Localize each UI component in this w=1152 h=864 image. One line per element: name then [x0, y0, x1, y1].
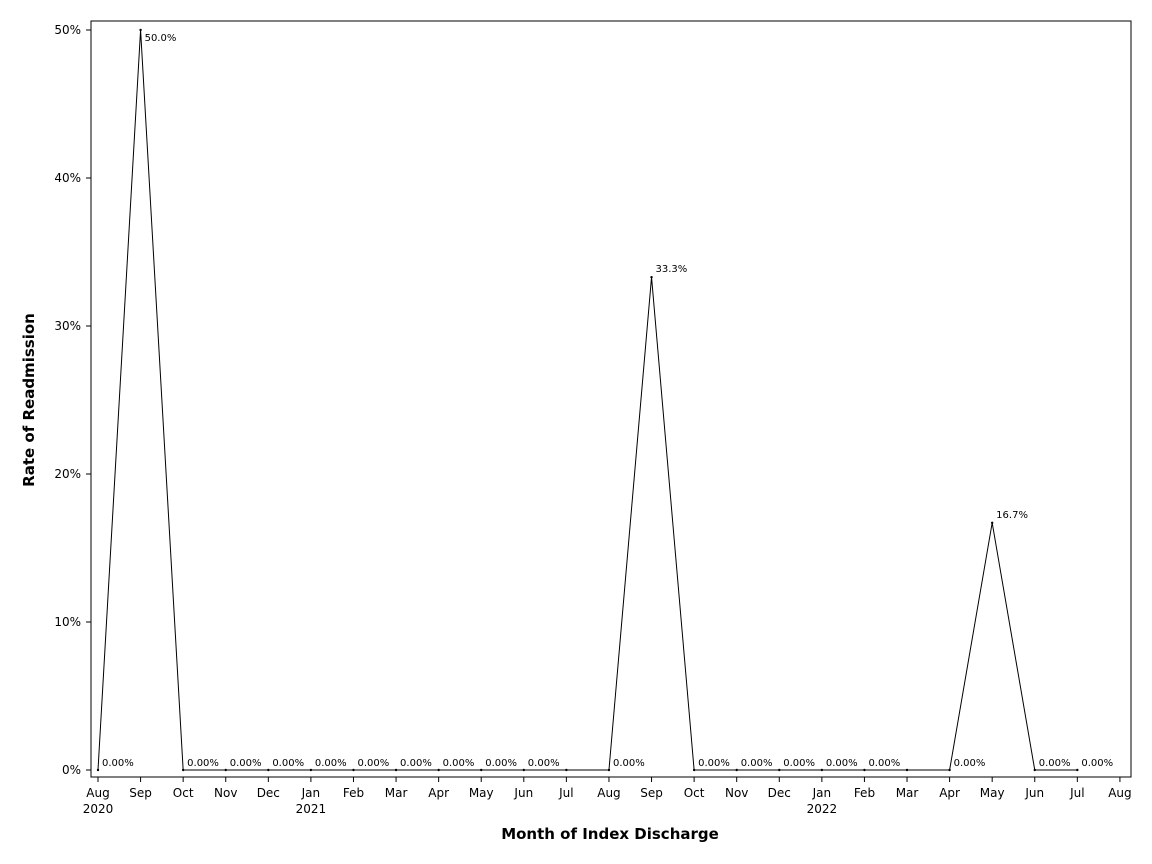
x-tick-label: Jun	[1024, 786, 1044, 800]
x-tick-label: Feb	[343, 786, 364, 800]
data-point	[735, 768, 738, 772]
x-tick-label: Mar	[385, 786, 408, 800]
x-axis-title: Month of Index Discharge	[501, 825, 719, 843]
x-tick-label: Sep	[640, 786, 663, 800]
data-point	[905, 768, 909, 772]
x-tick-label: Aug	[597, 786, 620, 800]
data-label: 16.7%	[996, 510, 1028, 521]
data-label: 50.0%	[145, 33, 177, 44]
data-label: 0.00%	[868, 758, 900, 769]
data-label: 0.00%	[528, 758, 560, 769]
plot-frame	[90, 20, 1132, 778]
data-label: 0.00%	[187, 758, 219, 769]
data-point	[607, 768, 611, 772]
x-tick-label: Jan	[301, 786, 321, 800]
data-label: 33.3%	[656, 264, 688, 275]
y-tick-label: 30%	[54, 319, 81, 333]
x-tick-label: May	[469, 786, 494, 800]
data-point	[139, 28, 142, 32]
data-label: 0.00%	[400, 758, 432, 769]
data-label: 0.00%	[826, 758, 858, 769]
data-point	[820, 768, 824, 772]
y-tick-label: 10%	[54, 615, 81, 629]
y-tick-label: 20%	[54, 467, 81, 481]
x-tick-label: Apr	[939, 786, 960, 800]
data-label: 0.00%	[102, 758, 134, 769]
data-label: 0.00%	[741, 758, 773, 769]
y-tick-label: 0%	[62, 763, 81, 777]
data-labels: 0.00% 50.0% 0.00% 0.00% 0.00% 0.00% 0.00% 0.00%…	[102, 33, 1113, 769]
data-point	[650, 275, 653, 279]
data-point	[692, 768, 696, 772]
data-point	[565, 768, 568, 772]
data-label: 0.00%	[1081, 758, 1113, 769]
x-tick-year-label: 2022	[807, 802, 838, 816]
data-label: 0.00%	[698, 758, 730, 769]
data-point	[1076, 768, 1079, 772]
data-label: 0.00%	[1039, 758, 1071, 769]
data-point	[224, 768, 227, 772]
data-point	[352, 768, 355, 772]
x-axis: Aug 2020 Sep Oct Nov Dec Jan 2021 Feb Mar Apr May Ju…	[83, 777, 1132, 816]
data-point	[394, 768, 398, 772]
x-tick-label: Feb	[854, 786, 875, 800]
x-tick-label: Jan	[812, 786, 832, 800]
series-layer	[96, 28, 1079, 772]
y-tick-label: 50%	[54, 23, 81, 37]
data-point	[948, 768, 951, 772]
data-label: 0.00%	[783, 758, 815, 769]
x-tick-label: Apr	[428, 786, 449, 800]
x-tick-label: May	[980, 786, 1005, 800]
data-point	[437, 768, 440, 772]
x-tick-label: Jul	[1069, 786, 1084, 800]
data-point	[1033, 768, 1036, 772]
y-tick-label: 40%	[54, 171, 81, 185]
data-point	[863, 768, 866, 772]
data-point	[480, 768, 483, 772]
y-axis-title: Rate of Readmission	[20, 313, 38, 487]
data-point	[181, 768, 185, 772]
x-tick-label: Aug	[1108, 786, 1131, 800]
x-tick-label: Nov	[214, 786, 237, 800]
data-point	[96, 768, 100, 772]
x-tick-label: Aug	[86, 786, 109, 800]
data-point	[267, 768, 270, 772]
x-tick-label: Sep	[129, 786, 152, 800]
data-point	[309, 768, 313, 772]
x-tick-label: Oct	[173, 786, 194, 800]
data-label: 0.00%	[272, 758, 304, 769]
data-label: 0.00%	[613, 758, 645, 769]
data-label: 0.00%	[485, 758, 517, 769]
data-label: 0.00%	[357, 758, 389, 769]
x-tick-label: Mar	[896, 786, 919, 800]
data-label: 0.00%	[230, 758, 262, 769]
data-label: 0.00%	[443, 758, 475, 769]
x-tick-label: Dec	[257, 786, 280, 800]
data-point	[778, 768, 781, 772]
y-axis: 0% 10% 20% 30% 40% 50%	[54, 23, 91, 777]
series-line	[97, 29, 1078, 771]
data-label: 0.00%	[954, 758, 986, 769]
x-tick-label: Nov	[725, 786, 748, 800]
data-label: 0.00%	[315, 758, 347, 769]
x-tick-year-label: 2020	[83, 802, 114, 816]
data-point	[990, 521, 994, 525]
x-tick-label: Dec	[768, 786, 791, 800]
data-point	[522, 768, 525, 772]
x-tick-label: Oct	[684, 786, 705, 800]
x-tick-year-label: 2021	[296, 802, 327, 816]
x-tick-label: Jul	[558, 786, 573, 800]
x-tick-label: Jun	[513, 786, 533, 800]
